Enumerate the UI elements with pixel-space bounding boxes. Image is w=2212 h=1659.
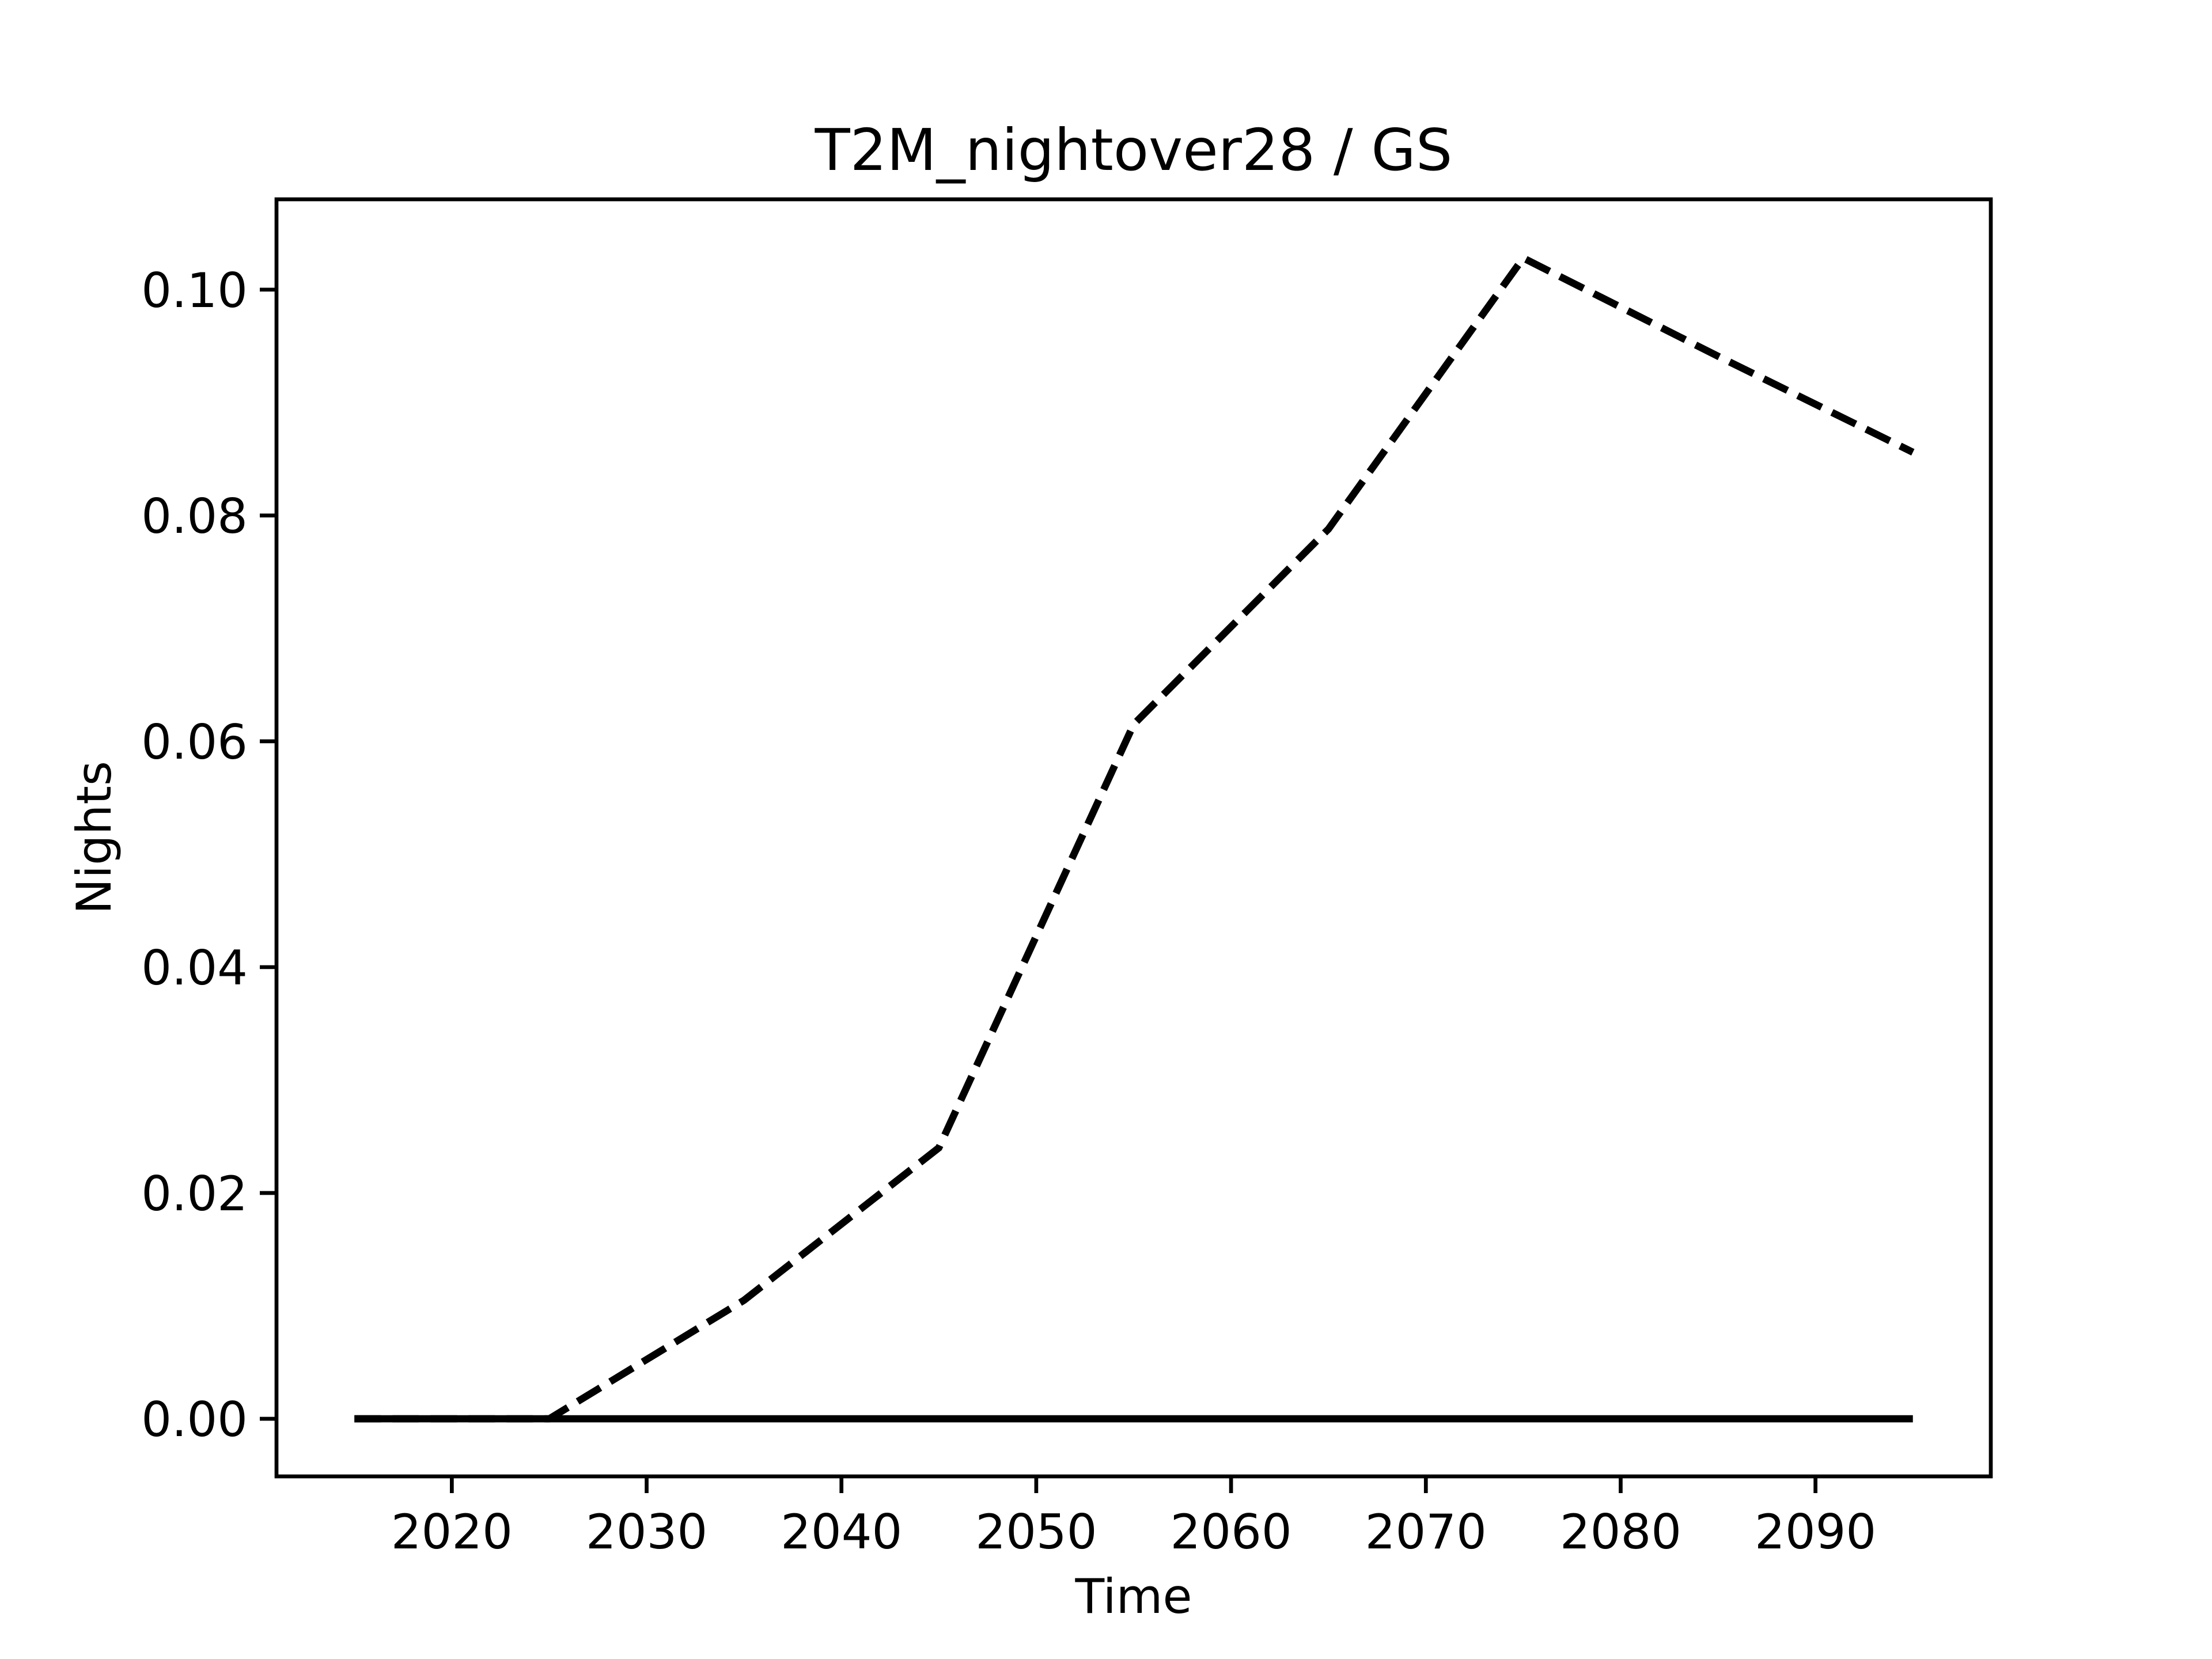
axes-frame <box>274 197 1993 1479</box>
x-tick-label: 2090 <box>1755 1504 1876 1560</box>
x-tick-label: 2060 <box>1170 1504 1291 1560</box>
y-tick-label: 0.10 <box>141 263 248 319</box>
x-axis-label: Time <box>1074 1569 1192 1624</box>
y-tick-label: 0.00 <box>141 1392 248 1448</box>
x-tick-label: 2070 <box>1365 1504 1487 1560</box>
x-tick-label: 2040 <box>781 1504 902 1560</box>
y-tick-label: 0.02 <box>141 1166 248 1222</box>
x-tick-label: 2030 <box>586 1504 707 1560</box>
x-tick-label: 2080 <box>1560 1504 1681 1560</box>
chart-title: T2M_nightover28 / GS <box>815 116 1453 184</box>
x-tick-label: 2020 <box>391 1504 513 1560</box>
y-tick-label: 0.04 <box>141 940 248 996</box>
x-tick-label: 2050 <box>975 1504 1097 1560</box>
series-line <box>354 253 1915 1423</box>
y-tick-label: 0.06 <box>141 714 248 770</box>
y-axis-label: Nights <box>66 761 122 914</box>
y-tick-label: 0.08 <box>141 488 248 544</box>
